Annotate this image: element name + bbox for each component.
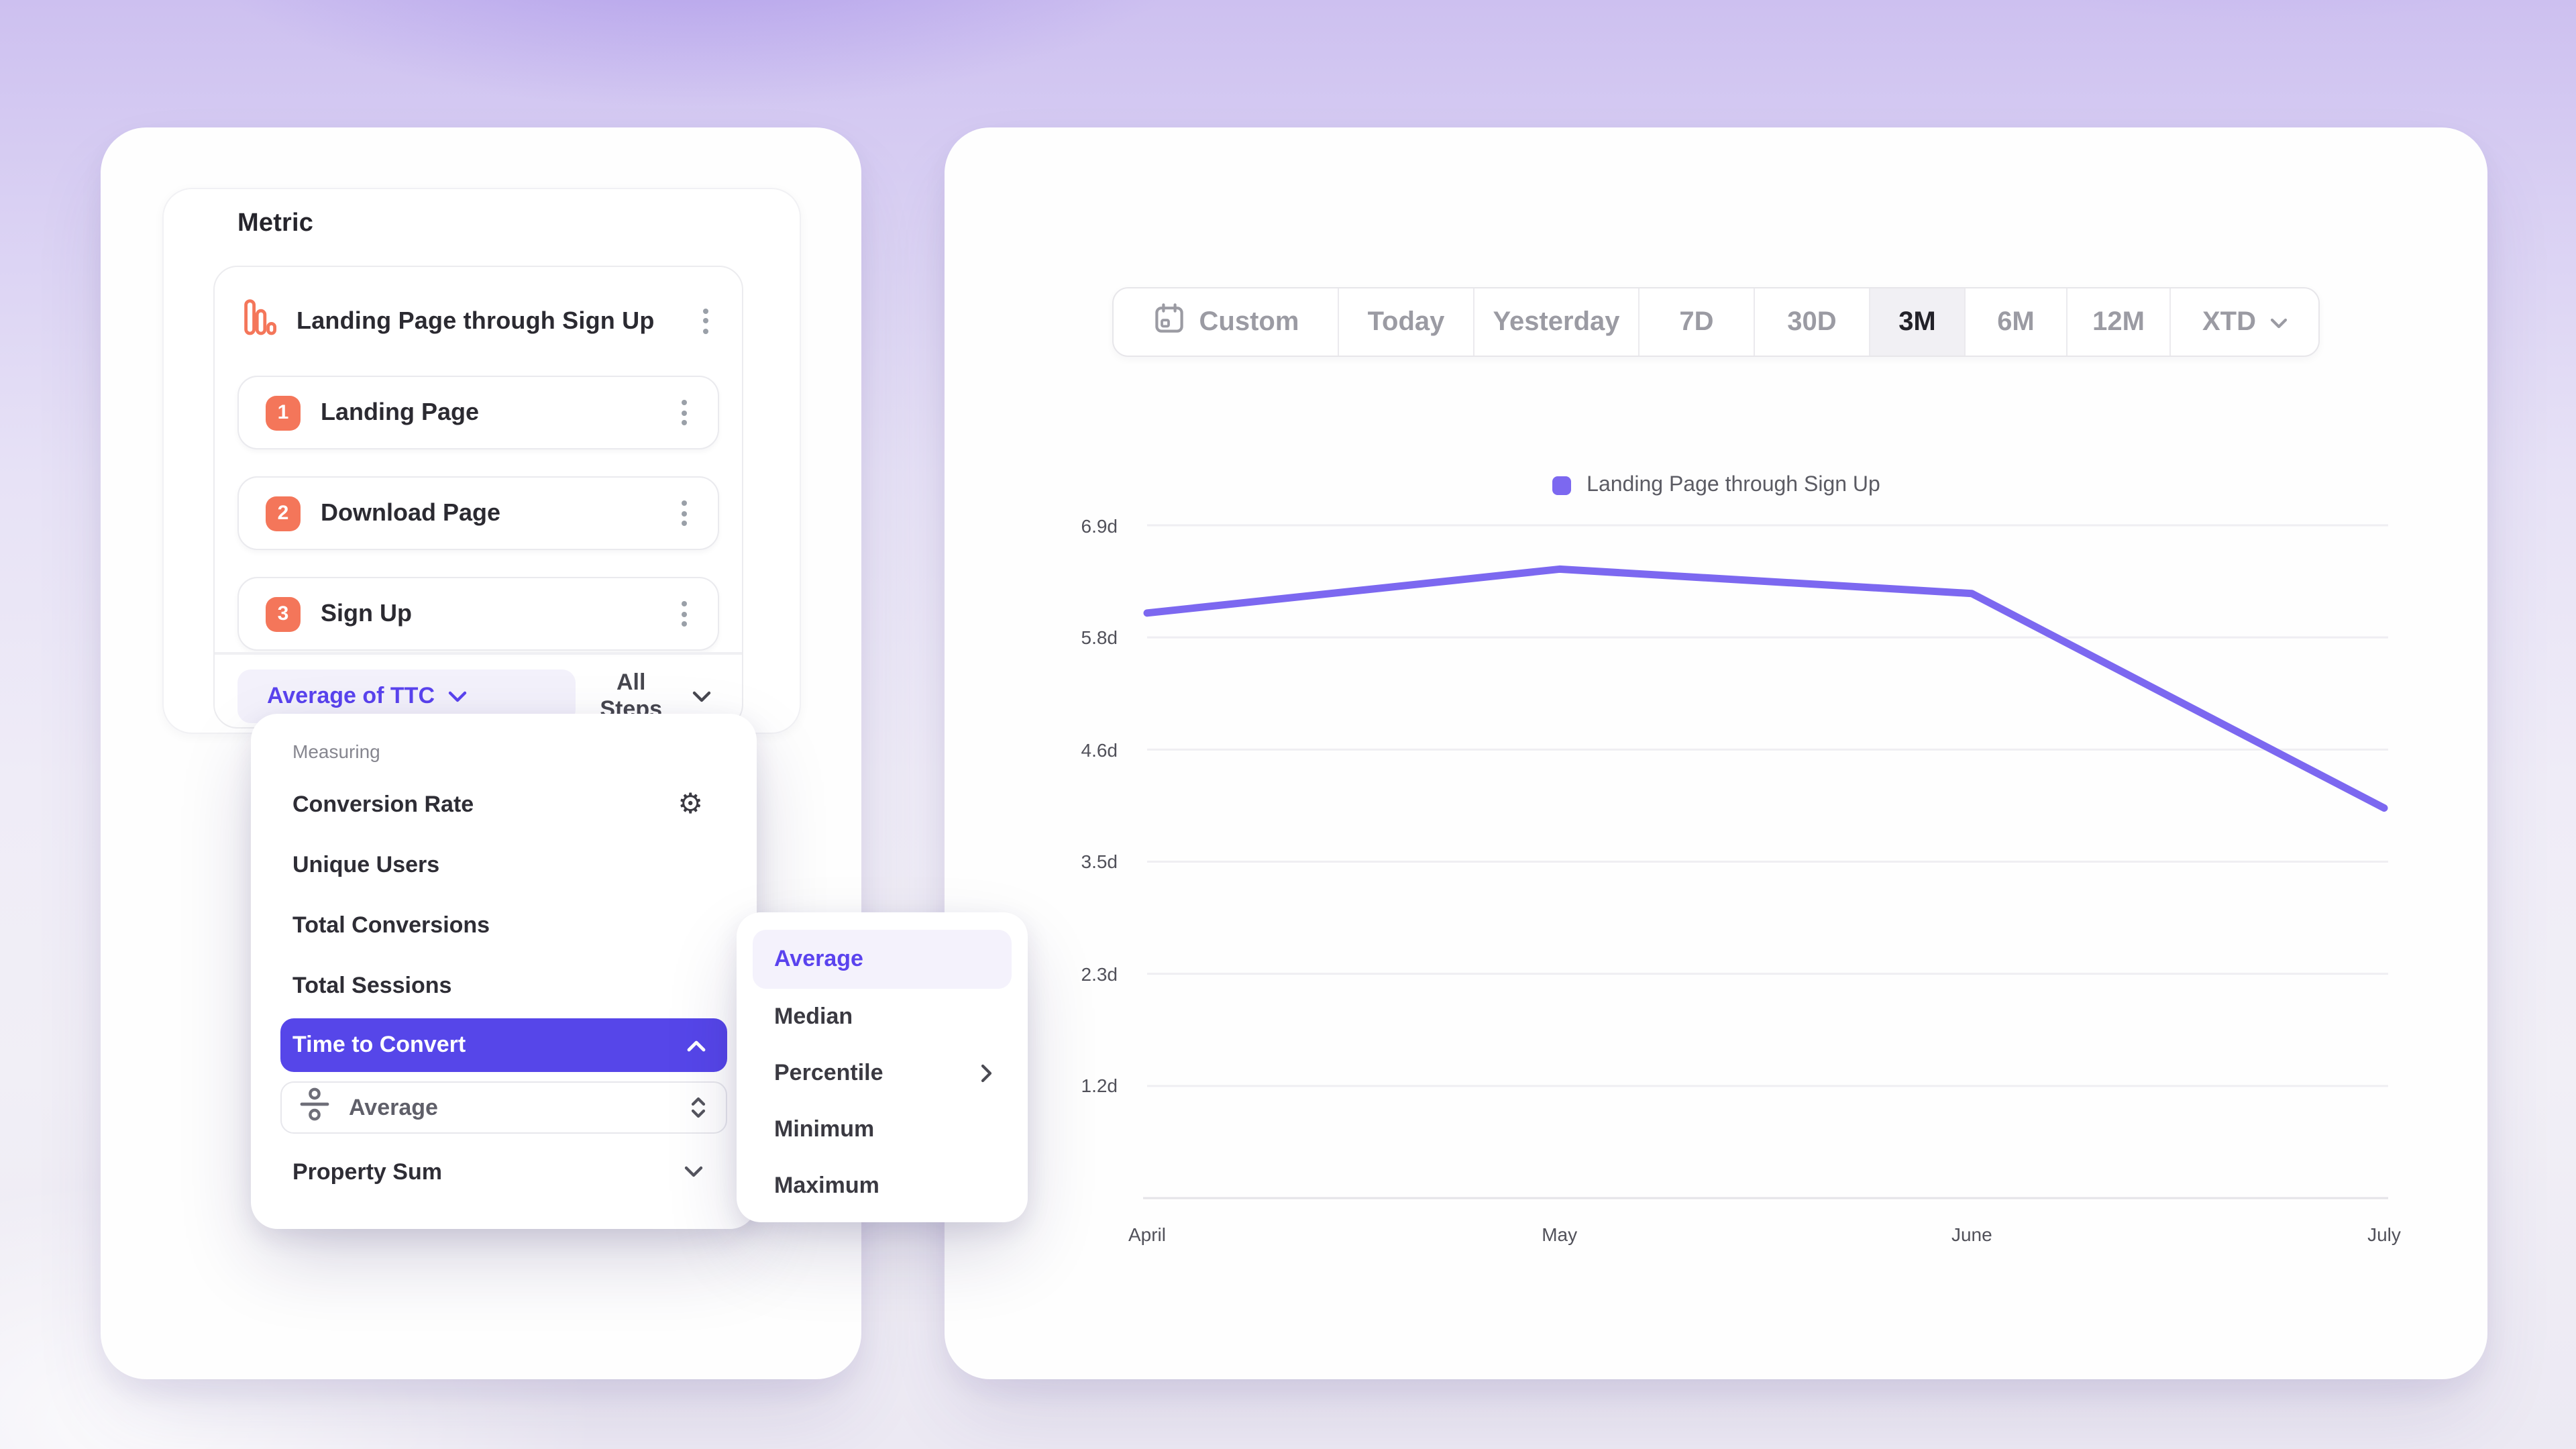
funnel-kebab-menu-icon[interactable] xyxy=(688,301,723,341)
step-number-badge: 1 xyxy=(266,395,301,430)
funnel-chart-icon xyxy=(244,299,276,342)
menu-item-label: Total Sessions xyxy=(292,972,452,998)
range-label: Yesterday xyxy=(1493,307,1620,336)
submenu-item-average[interactable]: Average xyxy=(753,930,1012,989)
divide-icon xyxy=(299,1087,330,1128)
ttc-aggregation-selector[interactable]: Average xyxy=(280,1081,727,1134)
range-custom-button[interactable]: Custom xyxy=(1114,288,1339,356)
range-label: 3M xyxy=(1898,307,1936,336)
menu-item-unique-users[interactable]: Unique Users xyxy=(251,835,757,895)
x-axis-tick-label: June xyxy=(1951,1224,1992,1245)
chevron-down-icon xyxy=(684,1166,703,1178)
funnel-header: Landing Page through Sign Up xyxy=(244,267,723,374)
measurement-dropdown-label: Average of TTC xyxy=(267,683,435,708)
funnel-card-divider xyxy=(215,652,742,654)
metric-section-title: Metric xyxy=(237,209,314,237)
submenu-item-label: Average xyxy=(774,946,863,971)
range-label: Custom xyxy=(1199,307,1299,336)
up-down-stepper-icon[interactable] xyxy=(690,1095,707,1120)
funnel-step-row[interactable]: 1 Landing Page xyxy=(237,376,719,449)
range-yesterday-button[interactable]: Yesterday xyxy=(1474,288,1640,356)
range-6m-button[interactable]: 6M xyxy=(1966,288,2068,356)
range-label: 30D xyxy=(1787,307,1837,336)
measuring-dropdown-menu: Measuring Conversion Rate ⚙ Unique Users… xyxy=(251,714,757,1229)
y-axis-tick-label: 4.6d xyxy=(1081,739,1118,761)
metric-section-card: Metric Landing Page through Sign Up 1 xyxy=(162,188,801,734)
step-number-badge: 3 xyxy=(266,596,301,631)
chevron-up-icon xyxy=(687,1039,706,1051)
aggregation-submenu: Average Median Percentile Minimum Maximu… xyxy=(737,912,1028,1222)
range-label: Today xyxy=(1367,307,1445,336)
range-30d-button[interactable]: 30D xyxy=(1755,288,1870,356)
step-label: Sign Up xyxy=(321,600,412,627)
y-axis-tick-label: 3.5d xyxy=(1081,851,1118,873)
menu-item-label: Time to Convert xyxy=(292,1032,466,1057)
x-axis-tick-label: April xyxy=(1128,1224,1167,1245)
step-kebab-menu-icon[interactable] xyxy=(667,493,702,533)
range-label: 7D xyxy=(1679,307,1714,336)
menu-item-label: Total Conversions xyxy=(292,912,490,937)
line-chart: 6.9d 5.8d 4.6d 3.5d 2.3d 1.2d April May June Jul… xyxy=(945,127,2487,1379)
step-number-badge: 2 xyxy=(266,496,301,531)
measuring-section-label: Measuring xyxy=(292,741,380,762)
funnel-step-row[interactable]: 3 Sign Up xyxy=(237,577,719,651)
chevron-right-icon xyxy=(981,1064,993,1083)
chart-legend[interactable]: Landing Page through Sign Up xyxy=(945,474,2487,498)
chevron-down-icon xyxy=(2269,307,2287,337)
menu-item-label: Property Sum xyxy=(292,1159,442,1184)
step-label: Download Page xyxy=(321,499,501,526)
submenu-item-percentile[interactable]: Percentile xyxy=(753,1045,1012,1102)
submenu-item-label: Median xyxy=(774,1004,853,1029)
aggregation-value-label: Average xyxy=(349,1094,438,1120)
date-range-toolbar: Custom Today Yesterday 7D 30D 3M 6M 12M … xyxy=(945,287,2487,357)
range-label: XTD xyxy=(2202,307,2256,336)
funnel-step-row[interactable]: 2 Download Page xyxy=(237,476,719,550)
range-label: 6M xyxy=(1997,307,2035,336)
calendar-icon xyxy=(1152,301,1186,343)
menu-item-total-conversions[interactable]: Total Conversions xyxy=(251,895,757,955)
menu-item-conversion-rate[interactable]: Conversion Rate ⚙ xyxy=(251,774,757,835)
range-today-button[interactable]: Today xyxy=(1339,288,1474,356)
gear-icon[interactable]: ⚙ xyxy=(678,788,703,820)
chart-panel: Custom Today Yesterday 7D 30D 3M 6M 12M … xyxy=(945,127,2487,1379)
y-axis-tick-label: 1.2d xyxy=(1081,1075,1118,1097)
step-kebab-menu-icon[interactable] xyxy=(667,392,702,433)
range-7d-button[interactable]: 7D xyxy=(1640,288,1755,356)
legend-color-swatch xyxy=(1552,476,1571,495)
legend-series-label: Landing Page through Sign Up xyxy=(1587,474,1880,496)
chevron-down-icon xyxy=(692,683,711,710)
range-label: 12M xyxy=(2092,307,2145,336)
step-label: Landing Page xyxy=(321,398,480,425)
chevron-down-icon xyxy=(448,683,467,710)
submenu-item-maximum[interactable]: Maximum xyxy=(753,1158,1012,1214)
range-xtd-button[interactable]: XTD xyxy=(2171,288,2318,356)
menu-item-property-sum[interactable]: Property Sum xyxy=(251,1142,757,1202)
submenu-item-median[interactable]: Median xyxy=(753,989,1012,1045)
metric-builder-panel: Metric Landing Page through Sign Up 1 xyxy=(101,127,861,1379)
menu-item-label: Unique Users xyxy=(292,851,440,877)
menu-item-total-sessions[interactable]: Total Sessions xyxy=(251,955,757,1016)
menu-item-label: Conversion Rate xyxy=(292,791,474,816)
chart-plot-svg xyxy=(1143,524,2388,1199)
menu-item-time-to-convert[interactable]: Time to Convert xyxy=(280,1018,727,1072)
date-range-segmented-control: Custom Today Yesterday 7D 30D 3M 6M 12M … xyxy=(1112,287,2320,357)
y-axis-tick-label: 6.9d xyxy=(1081,515,1118,536)
y-axis-tick-label: 2.3d xyxy=(1081,963,1118,985)
series-line xyxy=(1143,565,2388,812)
funnel-title: Landing Page through Sign Up xyxy=(297,307,655,333)
submenu-item-minimum[interactable]: Minimum xyxy=(753,1102,1012,1158)
x-axis-tick-label: May xyxy=(1542,1224,1578,1245)
submenu-item-label: Percentile xyxy=(774,1060,883,1085)
funnel-card: Landing Page through Sign Up 1 Landing P… xyxy=(213,266,743,729)
x-axis-tick-label: July xyxy=(2367,1224,2401,1245)
range-12m-button[interactable]: 12M xyxy=(2068,288,2171,356)
step-kebab-menu-icon[interactable] xyxy=(667,594,702,634)
range-3m-button[interactable]: 3M xyxy=(1870,288,1966,356)
y-axis-tick-label: 5.8d xyxy=(1081,627,1118,649)
submenu-item-label: Minimum xyxy=(774,1116,875,1142)
submenu-item-label: Maximum xyxy=(774,1173,879,1198)
